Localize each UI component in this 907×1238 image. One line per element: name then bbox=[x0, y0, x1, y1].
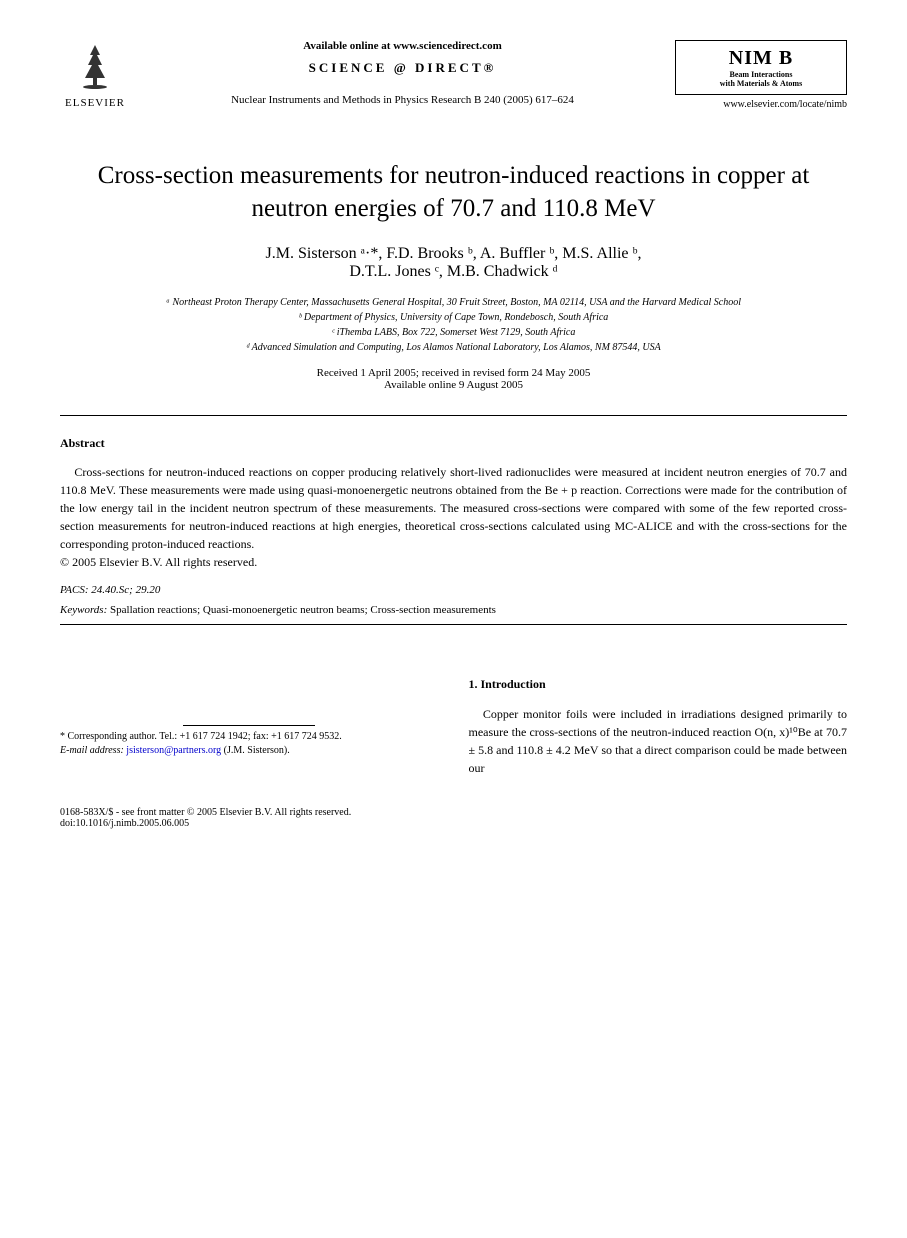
keywords: Keywords: Spallation reactions; Quasi-mo… bbox=[60, 604, 847, 616]
divider-bottom bbox=[60, 624, 847, 625]
abstract-text: Cross-sections for neutron-induced react… bbox=[60, 463, 847, 553]
nim-title: NIM B bbox=[686, 47, 836, 70]
center-header: Available online at www.sciencedirect.co… bbox=[130, 40, 675, 106]
journal-citation: Nuclear Instruments and Methods in Physi… bbox=[130, 94, 675, 106]
affiliation-a: ᵃ Northeast Proton Therapy Center, Massa… bbox=[60, 295, 847, 310]
elsevier-tree-icon bbox=[70, 40, 120, 90]
copyright-text: © 2005 Elsevier B.V. All rights reserved… bbox=[60, 555, 847, 570]
footer-line2: doi:10.1016/j.nimb.2005.06.005 bbox=[60, 818, 847, 829]
abstract-heading: Abstract bbox=[60, 436, 847, 451]
email-name: (J.M. Sisterson). bbox=[221, 745, 290, 756]
nim-block: NIM B Beam Interactions with Materials &… bbox=[675, 40, 847, 110]
right-column: 1. Introduction Copper monitor foils wer… bbox=[469, 675, 848, 777]
intro-heading: 1. Introduction bbox=[469, 675, 848, 693]
body-columns: * Corresponding author. Tel.: +1 617 724… bbox=[60, 675, 847, 777]
journal-url: www.elsevier.com/locate/nimb bbox=[675, 99, 847, 110]
nim-sub1: Beam Interactions bbox=[686, 70, 836, 79]
received-date: Received 1 April 2005; received in revis… bbox=[60, 367, 847, 379]
pacs-codes: PACS: 24.40.Sc; 29.20 bbox=[60, 584, 847, 596]
elsevier-logo: ELSEVIER bbox=[60, 40, 130, 109]
keywords-label: Keywords: bbox=[60, 604, 107, 616]
footer: 0168-583X/$ - see front matter © 2005 El… bbox=[60, 807, 847, 829]
affiliation-b: ᵇ Department of Physics, University of C… bbox=[60, 310, 847, 325]
divider-top bbox=[60, 415, 847, 416]
footer-line1: 0168-583X/$ - see front matter © 2005 El… bbox=[60, 807, 847, 818]
science-direct-logo: SCIENCE @ DIRECT® bbox=[130, 60, 675, 76]
corresponding-footnote: * Corresponding author. Tel.: +1 617 724… bbox=[60, 730, 439, 744]
article-title: Cross-section measurements for neutron-i… bbox=[60, 160, 847, 225]
intro-text: Copper monitor foils were included in ir… bbox=[469, 705, 848, 777]
email-footnote: E-mail address: jsisterson@partners.org … bbox=[60, 744, 439, 758]
nim-sub2: with Materials & Atoms bbox=[686, 79, 836, 88]
keywords-text: Spallation reactions; Quasi-monoenergeti… bbox=[107, 604, 496, 616]
available-date: Available online 9 August 2005 bbox=[60, 379, 847, 391]
affiliations: ᵃ Northeast Proton Therapy Center, Massa… bbox=[60, 295, 847, 355]
affiliation-d: ᵈ Advanced Simulation and Computing, Los… bbox=[60, 340, 847, 355]
email-label: E-mail address: bbox=[60, 745, 124, 756]
authors-line2: D.T.L. Jones ᶜ, M.B. Chadwick ᵈ bbox=[60, 263, 847, 281]
authors: J.M. Sisterson ᵃ·*, F.D. Brooks ᵇ, A. Bu… bbox=[60, 245, 847, 281]
left-column: * Corresponding author. Tel.: +1 617 724… bbox=[60, 675, 439, 777]
elsevier-label: ELSEVIER bbox=[60, 97, 130, 109]
email-link[interactable]: jsisterson@partners.org bbox=[126, 745, 221, 756]
header-row: ELSEVIER Available online at www.science… bbox=[60, 40, 847, 110]
available-online-text: Available online at www.sciencedirect.co… bbox=[130, 40, 675, 52]
authors-line1: J.M. Sisterson ᵃ·*, F.D. Brooks ᵇ, A. Bu… bbox=[60, 245, 847, 263]
footnote-separator bbox=[183, 725, 315, 726]
publication-dates: Received 1 April 2005; received in revis… bbox=[60, 367, 847, 391]
affiliation-c: ᶜ iThemba LABS, Box 722, Somerset West 7… bbox=[60, 325, 847, 340]
nim-box: NIM B Beam Interactions with Materials &… bbox=[675, 40, 847, 95]
